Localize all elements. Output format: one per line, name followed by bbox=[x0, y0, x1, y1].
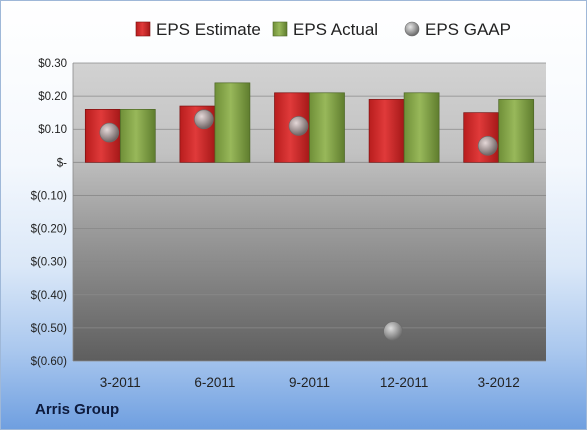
point-eps-gaap bbox=[194, 109, 214, 130]
legend-label: EPS Actual bbox=[293, 20, 378, 39]
bar-eps-estimate bbox=[368, 99, 405, 163]
legend-label: EPS Estimate bbox=[156, 20, 261, 39]
bar-eps-actual bbox=[403, 92, 440, 163]
bars bbox=[84, 82, 535, 163]
y-tick-label: $- bbox=[57, 157, 67, 169]
legend: EPS Estimate EPS Actual EPS GAAP bbox=[135, 20, 511, 39]
company-label: Arris Group bbox=[35, 401, 120, 418]
y-tick-label: $(0.10) bbox=[31, 190, 68, 202]
point-eps-gaap bbox=[99, 122, 120, 143]
y-tick-label: $(0.30) bbox=[31, 257, 68, 269]
legend-marker-eps-estimate bbox=[135, 21, 151, 37]
y-tick-label: $(0.40) bbox=[31, 290, 68, 302]
point-eps-gaap bbox=[477, 135, 498, 156]
x-tick-label: 3-2011 bbox=[100, 375, 141, 390]
y-tick-label: $0.10 bbox=[38, 124, 67, 136]
bar-eps-actual bbox=[119, 109, 156, 163]
point-eps-gaap bbox=[383, 321, 403, 342]
gaap-points bbox=[99, 109, 498, 342]
y-tick-label: $0.30 bbox=[38, 58, 67, 70]
x-axis: 3-2011 6-2011 9-2011 12-2011 3-2012 bbox=[100, 375, 520, 390]
x-tick-label: 12-2011 bbox=[380, 375, 429, 390]
y-axis: $0.30 $0.20 $0.10 $- $(0.10) $(0.20) $(0.30) $(… bbox=[31, 58, 68, 368]
legend-label: EPS GAAP bbox=[425, 20, 511, 39]
bar-eps-actual bbox=[214, 82, 251, 163]
y-tick-label: $(0.50) bbox=[31, 323, 68, 335]
legend-marker-eps-gaap bbox=[404, 21, 420, 37]
point-eps-gaap bbox=[288, 116, 309, 136]
y-tick-label: $(0.20) bbox=[31, 224, 68, 236]
x-tick-label: 6-2011 bbox=[194, 375, 235, 390]
x-tick-label: 3-2012 bbox=[478, 375, 520, 390]
legend-marker-eps-actual bbox=[272, 21, 288, 37]
bar-eps-actual bbox=[498, 99, 535, 163]
bar-eps-estimate bbox=[463, 112, 500, 163]
y-tick-label: $0.20 bbox=[38, 91, 67, 103]
bar-eps-actual bbox=[309, 92, 345, 163]
x-tick-label: 9-2011 bbox=[289, 375, 330, 390]
y-tick-label: $(0.60) bbox=[31, 356, 68, 368]
